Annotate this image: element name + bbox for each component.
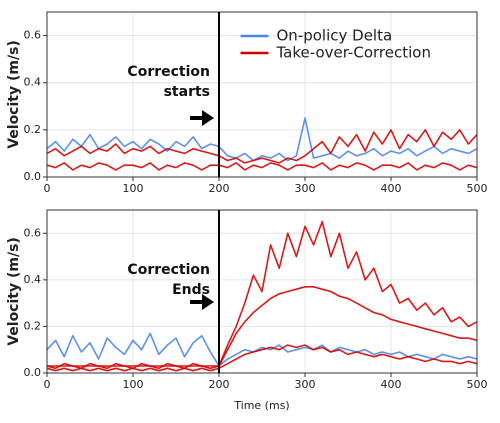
series-line [46, 117, 478, 162]
series-line [46, 332, 478, 367]
x-tick-label: 0 [44, 378, 51, 391]
annotation: Correction [127, 262, 210, 278]
y-tick-label: 0.4 [24, 273, 42, 286]
arrow-icon [190, 110, 214, 126]
legend-label: Take-over-Correction [276, 44, 431, 62]
y-axis-label: Velocity (m/s) [6, 40, 22, 149]
series-line [47, 285, 478, 367]
x-tick-label: 300 [295, 182, 316, 195]
x-tick-label: 100 [123, 378, 144, 391]
annotation: starts [164, 84, 210, 100]
y-tick-label: 0.0 [24, 366, 42, 379]
y-tick-label: 0.0 [24, 170, 42, 183]
y-axis-label: Velocity (m/s) [6, 237, 22, 346]
x-tick-label: 500 [467, 182, 488, 195]
series-line [46, 162, 478, 171]
series-line [46, 129, 478, 164]
x-axis-label: Time (ms) [233, 399, 289, 412]
x-tick-label: 500 [467, 378, 488, 391]
legend-label: On-policy Delta [277, 27, 393, 45]
y-tick-label: 0.2 [24, 319, 42, 332]
x-tick-label: 300 [295, 378, 316, 391]
y-tick-label: 0.4 [24, 76, 42, 89]
x-tick-label: 200 [209, 182, 230, 195]
y-tick-label: 0.6 [24, 29, 42, 42]
x-tick-label: 0 [44, 182, 51, 195]
y-tick-label: 0.6 [24, 226, 42, 239]
series-line [46, 344, 478, 372]
plot-frame [46, 209, 478, 374]
plot-frame [46, 11, 478, 178]
arrow-icon [190, 294, 214, 310]
x-tick-label: 400 [381, 378, 402, 391]
y-tick-label: 0.2 [24, 123, 42, 136]
x-tick-label: 200 [209, 378, 230, 391]
annotation: Ends [172, 282, 210, 298]
series-line [46, 220, 478, 370]
annotation: Correction [127, 64, 210, 80]
x-tick-label: 400 [381, 182, 402, 195]
x-tick-label: 100 [123, 182, 144, 195]
